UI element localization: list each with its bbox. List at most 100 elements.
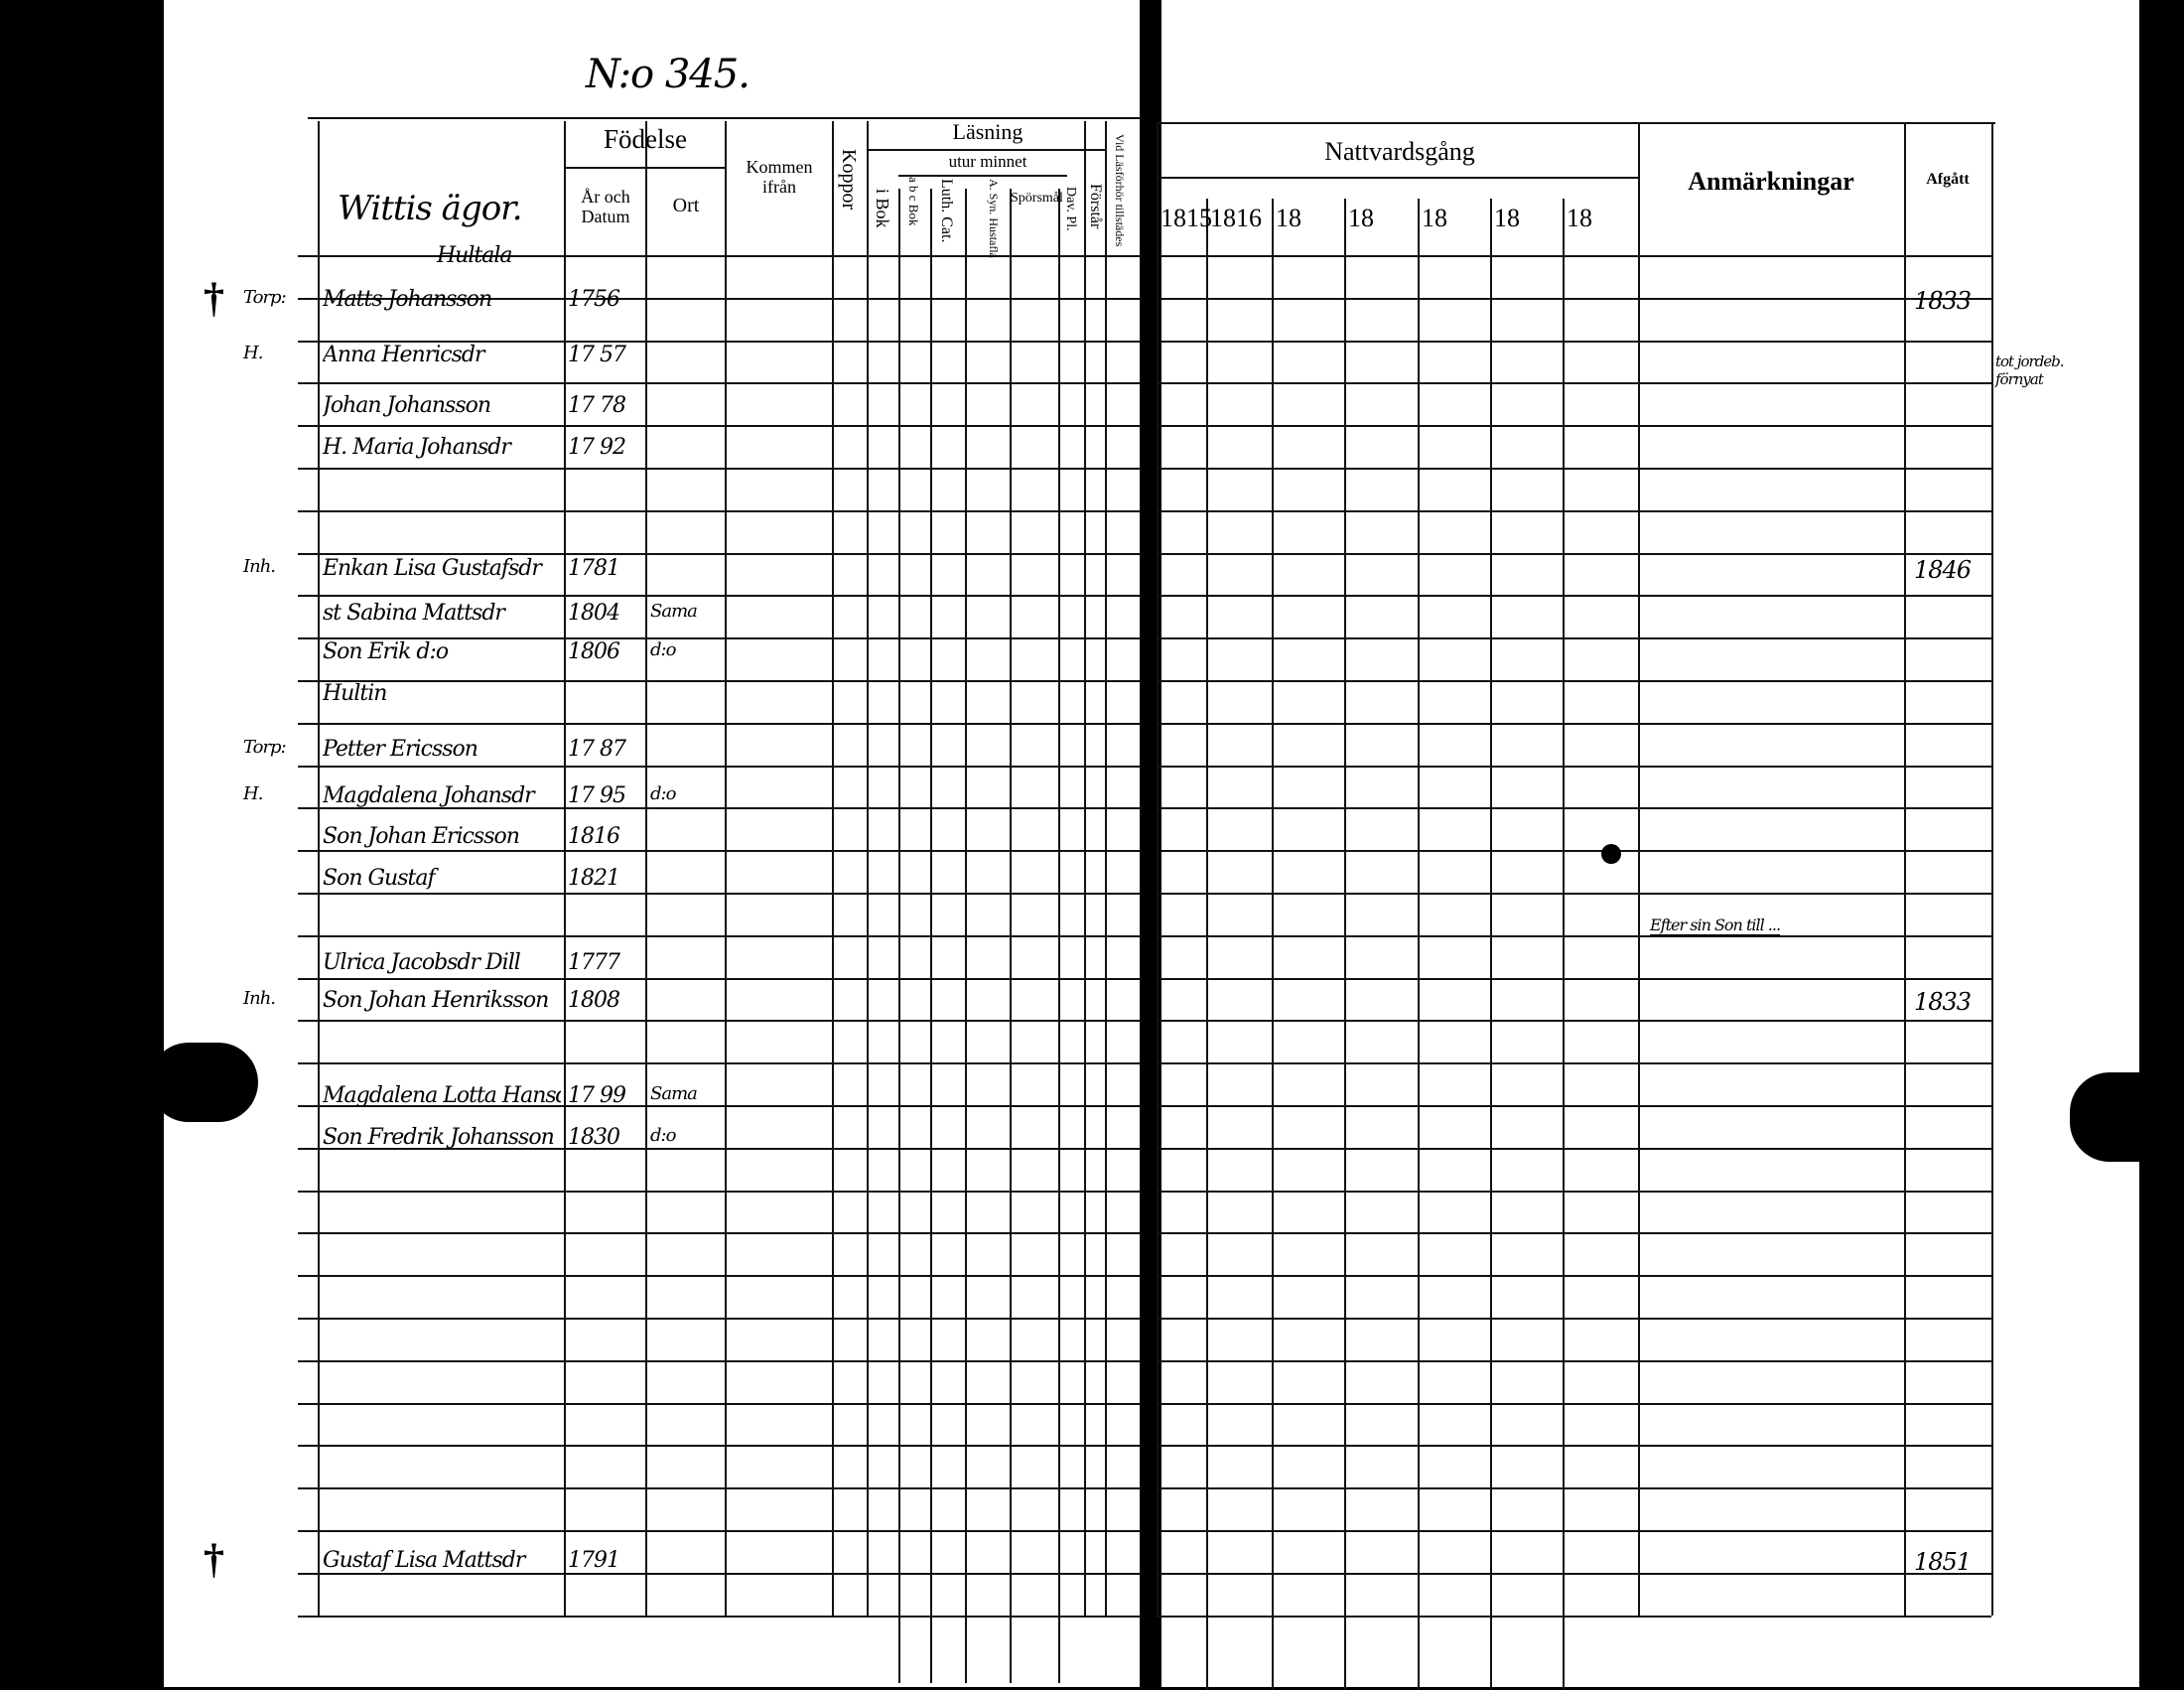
header-dav-pl: Dav. Pl. bbox=[1063, 187, 1078, 231]
header-anmarkningar: Anmärkningar bbox=[1688, 167, 1854, 196]
entry-born: 1816 bbox=[568, 824, 620, 849]
column-rule bbox=[1490, 199, 1492, 1690]
entry-name: Son Gustaf bbox=[323, 866, 436, 891]
row-rule bbox=[1157, 1020, 1991, 1022]
row-rule bbox=[298, 766, 1140, 768]
row-rule bbox=[298, 1318, 1140, 1320]
header-lasning: Läsning bbox=[952, 119, 1024, 144]
lasning-subrule bbox=[867, 149, 1105, 151]
row-rule bbox=[1157, 341, 1991, 343]
remark-ulrica: Efter sin Son till ... bbox=[1650, 915, 1781, 935]
column-rule bbox=[1206, 199, 1208, 1690]
row-rule bbox=[1157, 723, 1991, 725]
place-heading: Wittis ägor. bbox=[338, 189, 523, 228]
entry-name: Ulrica Jacobsdr Dill bbox=[323, 950, 521, 975]
column-rule bbox=[1638, 124, 1640, 1616]
column-rule bbox=[1084, 121, 1086, 1616]
header-kommen-ifran: Kommen ifrån bbox=[746, 157, 813, 197]
entry-afgatt: 1833 bbox=[1914, 988, 1972, 1016]
row-rule bbox=[298, 1487, 1140, 1489]
page-tab-right bbox=[2070, 1072, 2179, 1162]
fodelse-subrule bbox=[566, 167, 725, 169]
entry-name: Son Fredrik Johansson bbox=[323, 1125, 555, 1150]
row-rule bbox=[1157, 1062, 1991, 1064]
row-rule bbox=[298, 1232, 1140, 1234]
column-rule bbox=[1904, 124, 1906, 1616]
header-abc-bok: a b c Bok bbox=[906, 177, 921, 226]
entry-name: Magdalena Johansdr bbox=[323, 783, 535, 808]
row-rule bbox=[298, 1148, 1140, 1150]
header-ort: Ort bbox=[672, 195, 700, 216]
row-rule bbox=[1157, 1616, 1991, 1618]
column-rule bbox=[1105, 121, 1107, 1616]
row-rule bbox=[298, 1445, 1140, 1447]
nattvard-year: 1815 bbox=[1160, 204, 1212, 232]
row-rule bbox=[1157, 1275, 1991, 1277]
nattvard-year: 18 bbox=[1348, 204, 1374, 232]
entry-born: 1821 bbox=[568, 866, 620, 891]
table-top-rule bbox=[308, 117, 1140, 119]
row-rule bbox=[298, 850, 1140, 852]
row-rule bbox=[1157, 1360, 1991, 1362]
header-nattvardsgang: Nattvardsgång bbox=[1324, 137, 1475, 166]
entry-name: Johan Johansson bbox=[323, 393, 491, 418]
entry-ort: d:o bbox=[650, 1125, 676, 1146]
row-rule bbox=[1157, 1403, 1991, 1405]
column-rule bbox=[832, 121, 834, 1616]
row-rule bbox=[298, 510, 1140, 512]
entry-name: H. Maria Johansdr bbox=[323, 435, 511, 460]
entry-name: Magdalena Lotta Hansdr bbox=[323, 1083, 561, 1108]
entry-name: Son Johan Henriksson bbox=[323, 988, 549, 1013]
nattvard-year: 18 bbox=[1567, 204, 1592, 232]
column-rule bbox=[1157, 124, 1159, 1616]
row-rule bbox=[298, 1573, 1140, 1575]
row-rule bbox=[1157, 1318, 1991, 1320]
row-rule bbox=[298, 1360, 1140, 1362]
margin-note: tot jordeb. förnyat bbox=[1995, 352, 2065, 388]
entry-title: H. bbox=[243, 783, 263, 804]
row-rule bbox=[1157, 893, 1991, 895]
right-page bbox=[1161, 0, 2139, 1687]
entry-afgatt: 1833 bbox=[1914, 287, 1972, 315]
row-rule bbox=[1157, 1105, 1991, 1107]
entry-name: Enkan Lisa Gustafsdr bbox=[323, 556, 542, 581]
row-rule bbox=[298, 595, 1140, 597]
row-rule bbox=[1157, 680, 1991, 682]
table-top-rule bbox=[1157, 122, 1995, 124]
header-i-bok: i Bok bbox=[873, 189, 892, 228]
row-rule bbox=[298, 893, 1140, 895]
nattvard-year: 18 bbox=[1422, 204, 1447, 232]
entry-title: Torp: bbox=[243, 287, 287, 308]
row-rule bbox=[298, 298, 1140, 300]
row-rule bbox=[1157, 978, 1991, 980]
entry-title: H. bbox=[243, 343, 263, 363]
header-fodelse: Födelse bbox=[604, 124, 687, 154]
row-rule bbox=[1157, 382, 1991, 384]
row-rule bbox=[1157, 1573, 1991, 1575]
row-rule bbox=[1157, 425, 1991, 427]
entry-born: 17 95 bbox=[568, 783, 626, 808]
ink-blot bbox=[1601, 844, 1621, 864]
row-rule bbox=[298, 978, 1140, 980]
row-rule bbox=[1157, 298, 1991, 300]
row-rule bbox=[1157, 1487, 1991, 1489]
entry-born: 1806 bbox=[568, 639, 620, 664]
row-rule bbox=[1157, 935, 1991, 937]
entry-name: Son Johan Ericsson bbox=[323, 824, 520, 849]
row-rule bbox=[298, 1616, 1140, 1618]
page-number: N:o 345. bbox=[586, 52, 751, 97]
row-rule bbox=[298, 1275, 1140, 1277]
row-rule bbox=[298, 382, 1140, 384]
column-rule bbox=[867, 121, 869, 1616]
column-rule bbox=[1344, 199, 1346, 1690]
column-rule bbox=[1418, 199, 1420, 1690]
header-forstar: Förstår bbox=[1087, 184, 1104, 229]
entry-born: 1804 bbox=[568, 601, 620, 626]
row-rule bbox=[298, 680, 1140, 682]
row-rule bbox=[1157, 1232, 1991, 1234]
entry-born: 17 92 bbox=[568, 435, 626, 460]
entry-born: 1756 bbox=[568, 287, 620, 312]
row-rule bbox=[1157, 553, 1991, 555]
entry-born: 1808 bbox=[568, 988, 620, 1013]
row-rule bbox=[298, 341, 1140, 343]
